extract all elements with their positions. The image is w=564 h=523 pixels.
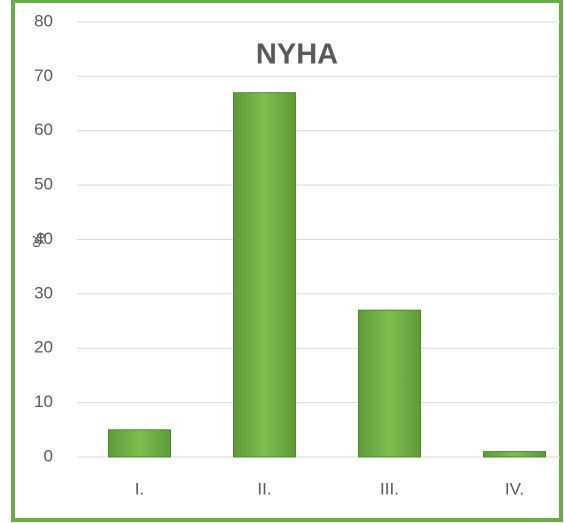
y-tick-label: 50 — [34, 175, 53, 194]
y-tick-label: 20 — [34, 338, 53, 357]
chart-title: NYHA — [256, 39, 338, 71]
bar — [233, 92, 296, 458]
x-tick-label: I. — [135, 479, 144, 498]
y-tick-label: 40 — [34, 229, 53, 248]
y-tick-label: 80 — [34, 11, 53, 30]
y-tick-label: 30 — [34, 283, 53, 302]
x-tick-label: II. — [257, 479, 271, 498]
bar — [358, 309, 421, 458]
y-axis-label: % — [29, 232, 48, 247]
y-tick-label: 60 — [34, 120, 53, 139]
y-tick-label: 70 — [34, 66, 53, 85]
bar — [108, 429, 171, 458]
bar — [483, 451, 546, 458]
y-tick-label: 0 — [44, 446, 53, 465]
x-tick-label: III. — [380, 479, 399, 498]
y-tick-label: 10 — [34, 392, 53, 411]
x-tick-label: IV. — [505, 479, 524, 498]
